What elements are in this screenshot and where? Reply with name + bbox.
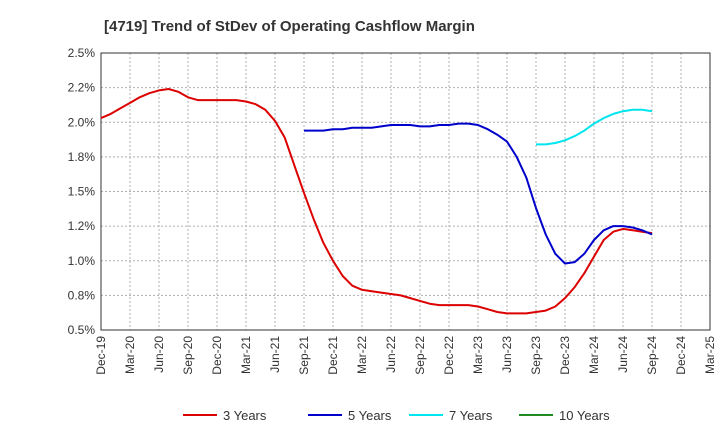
y-tick-label: 2.0% xyxy=(68,115,96,129)
x-tick-label: Dec-20 xyxy=(210,336,224,375)
x-tick-label: Jun-22 xyxy=(384,336,398,373)
series-lines xyxy=(100,88,653,315)
x-tick-label: Jun-20 xyxy=(152,336,166,373)
x-tick-label: Mar-20 xyxy=(123,336,137,374)
x-tick-label: Mar-23 xyxy=(471,336,485,374)
y-tick-label: 2.5% xyxy=(68,46,96,60)
series-line-7-years xyxy=(536,108,653,146)
series-line-5-years xyxy=(304,122,653,265)
y-tick-label: 1.8% xyxy=(68,150,96,164)
y-tick-label: 0.5% xyxy=(68,323,96,337)
legend-label: 7 Years xyxy=(449,408,493,423)
axes xyxy=(100,52,711,331)
x-tick-label: Sep-21 xyxy=(297,336,311,375)
x-tick-label: Sep-24 xyxy=(645,336,659,375)
x-tick-label: Jun-23 xyxy=(500,336,514,373)
plot-frame xyxy=(100,52,711,331)
y-tick-label: 1.0% xyxy=(68,254,96,268)
chart-title: [4719] Trend of StDev of Operating Cashf… xyxy=(104,18,475,35)
y-tick-label: 0.8% xyxy=(68,288,96,302)
x-tick-label: Jun-24 xyxy=(616,336,630,373)
x-tick-label: Dec-23 xyxy=(558,336,572,375)
y-tick-labels: 0.5% 0.8% 1.0% 1.2% 1.5% 1.8% 2.0% 2.2% 2.5% xyxy=(68,46,96,337)
x-tick-label: Dec-19 xyxy=(94,336,108,375)
x-tick-label: Mar-25 xyxy=(703,336,717,374)
y-tick-label: 1.2% xyxy=(68,219,96,233)
y-tick-label: 2.2% xyxy=(68,81,96,95)
gridlines xyxy=(100,52,711,331)
x-tick-label: Sep-22 xyxy=(413,336,427,375)
legend-label: 10 Years xyxy=(559,408,610,423)
series-line-3-years xyxy=(100,88,653,315)
y-tick-label: 1.5% xyxy=(68,185,96,199)
x-tick-label: Dec-24 xyxy=(674,336,688,375)
legend: 3 Years 5 Years 7 Years 10 Years xyxy=(183,408,610,423)
x-tick-label: Dec-22 xyxy=(442,336,456,375)
x-tick-label: Mar-21 xyxy=(239,336,253,374)
x-tick-label: Sep-23 xyxy=(529,336,543,375)
x-tick-label: Dec-21 xyxy=(326,336,340,375)
x-tick-label: Jun-21 xyxy=(268,336,282,373)
x-tick-label: Mar-24 xyxy=(587,336,601,374)
x-tick-label: Mar-22 xyxy=(355,336,369,374)
x-tick-labels: Dec-19 Mar-20 Jun-20 Sep-20 Dec-20 Mar-21 Jun-… xyxy=(94,336,717,375)
legend-label: 5 Years xyxy=(348,408,392,423)
x-tick-label: Sep-20 xyxy=(181,336,195,375)
legend-label: 3 Years xyxy=(223,408,267,423)
